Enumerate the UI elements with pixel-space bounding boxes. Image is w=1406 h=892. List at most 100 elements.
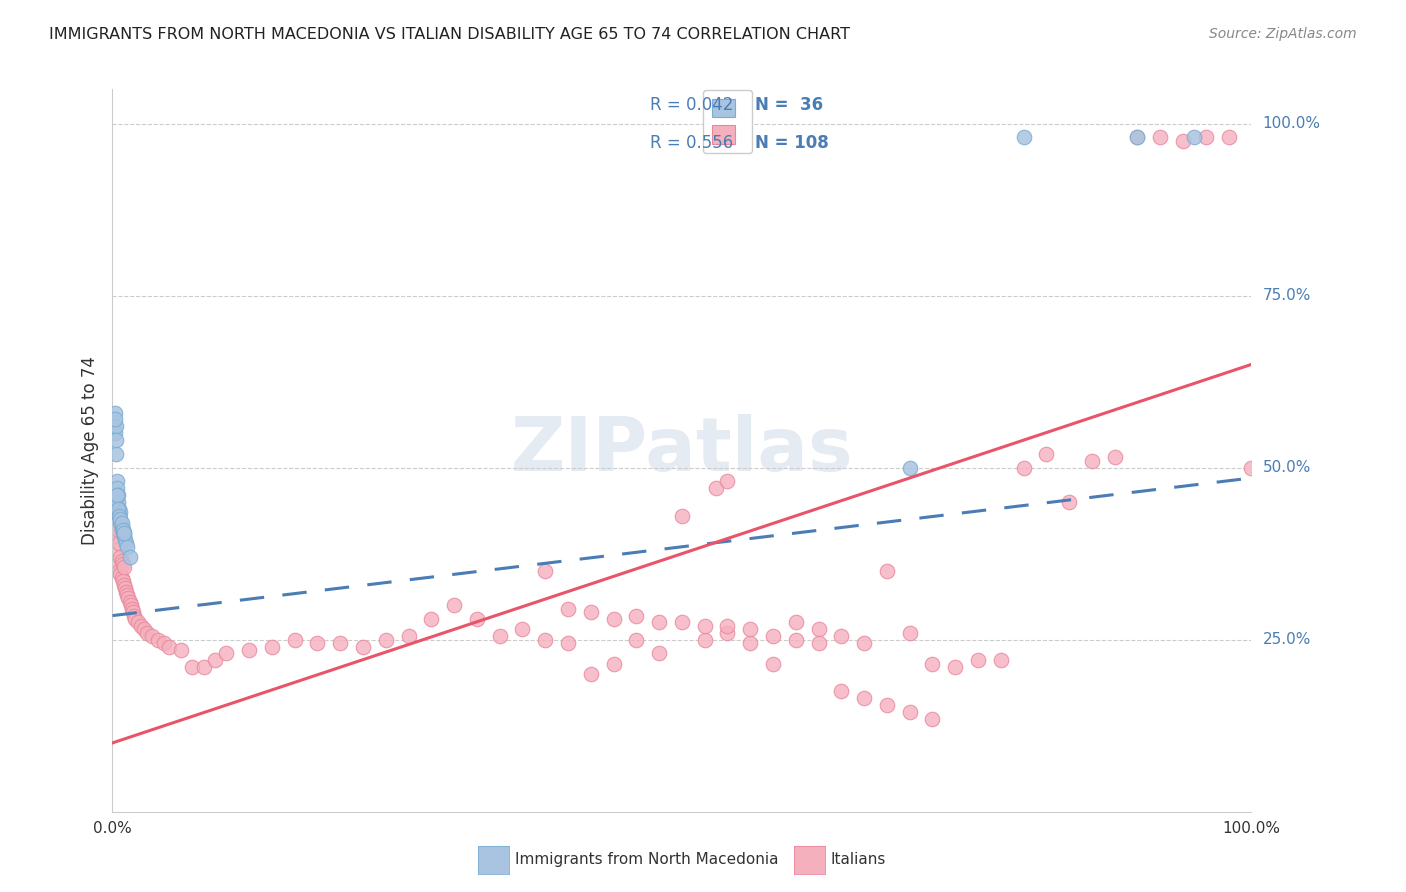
- Point: [671, 508, 693, 523]
- Point: [1184, 130, 1206, 145]
- Text: 25.0%: 25.0%: [1263, 632, 1310, 648]
- Point: [105, 508, 128, 523]
- Point: [785, 632, 807, 647]
- Point: [898, 705, 921, 719]
- Point: [807, 636, 830, 650]
- Point: [117, 540, 139, 554]
- Point: [762, 629, 785, 643]
- Point: [579, 667, 602, 681]
- Point: [159, 640, 180, 654]
- Point: [1104, 450, 1126, 465]
- Point: [110, 512, 132, 526]
- Point: [110, 571, 132, 585]
- Point: [127, 615, 149, 630]
- Point: [110, 550, 132, 565]
- Point: [111, 574, 134, 589]
- Point: [111, 523, 134, 537]
- Point: [740, 636, 762, 650]
- Point: [118, 595, 141, 609]
- Point: [693, 632, 716, 647]
- Point: [108, 536, 131, 550]
- Point: [1035, 447, 1057, 461]
- Point: [122, 608, 145, 623]
- Text: Italians: Italians: [831, 853, 886, 867]
- Text: 50.0%: 50.0%: [1263, 460, 1310, 475]
- Point: [104, 419, 127, 434]
- Point: [716, 625, 738, 640]
- Text: ZIPatlas: ZIPatlas: [510, 414, 853, 487]
- Point: [1149, 130, 1171, 145]
- Point: [704, 481, 727, 495]
- Point: [921, 657, 943, 671]
- Point: [104, 516, 127, 530]
- Point: [134, 623, 156, 637]
- Point: [1240, 460, 1263, 475]
- Point: [648, 647, 671, 661]
- Point: [105, 475, 128, 489]
- Point: [1195, 130, 1218, 145]
- Text: N =  36: N = 36: [755, 96, 823, 114]
- Point: [112, 529, 135, 543]
- Point: [120, 599, 142, 613]
- Point: [921, 712, 943, 726]
- Point: [671, 615, 693, 630]
- Point: [122, 605, 145, 619]
- Point: [716, 619, 738, 633]
- Point: [104, 495, 127, 509]
- Point: [115, 536, 138, 550]
- Point: [465, 612, 488, 626]
- Point: [105, 488, 128, 502]
- Point: [110, 553, 132, 567]
- Point: [104, 447, 127, 461]
- Point: [307, 636, 329, 650]
- Point: [534, 632, 557, 647]
- Point: [105, 481, 128, 495]
- Point: [602, 612, 624, 626]
- Point: [104, 426, 127, 441]
- Point: [534, 564, 557, 578]
- Point: [488, 629, 510, 643]
- Point: [830, 684, 852, 698]
- Point: [181, 660, 204, 674]
- Point: [118, 550, 141, 565]
- Point: [104, 406, 127, 420]
- Point: [204, 653, 226, 667]
- Point: [110, 516, 132, 530]
- Point: [129, 619, 152, 633]
- Text: R = 0.556: R = 0.556: [650, 134, 733, 152]
- Point: [876, 564, 898, 578]
- Point: [740, 623, 762, 637]
- Point: [215, 647, 238, 661]
- Point: [121, 601, 143, 615]
- Point: [115, 584, 138, 599]
- Point: [876, 698, 898, 712]
- Point: [117, 591, 139, 606]
- Point: [114, 581, 136, 595]
- Point: [1126, 130, 1149, 145]
- Point: [105, 543, 128, 558]
- Point: [990, 653, 1012, 667]
- Point: [117, 588, 139, 602]
- Point: [107, 523, 129, 537]
- Point: [557, 601, 579, 615]
- Point: [110, 516, 132, 530]
- Point: [152, 636, 174, 650]
- Text: N = 108: N = 108: [755, 134, 828, 152]
- Point: [111, 526, 134, 541]
- Point: [512, 623, 534, 637]
- Point: [104, 433, 127, 447]
- Point: [108, 564, 131, 578]
- Point: [626, 632, 648, 647]
- Point: [557, 636, 579, 650]
- Point: [329, 636, 352, 650]
- Point: [135, 625, 157, 640]
- Point: [112, 526, 135, 541]
- Point: [108, 508, 131, 523]
- Point: [853, 636, 876, 650]
- Point: [107, 557, 129, 571]
- Point: [785, 615, 807, 630]
- Point: [124, 612, 146, 626]
- Point: [108, 508, 131, 523]
- Point: [1057, 495, 1080, 509]
- Point: [398, 629, 420, 643]
